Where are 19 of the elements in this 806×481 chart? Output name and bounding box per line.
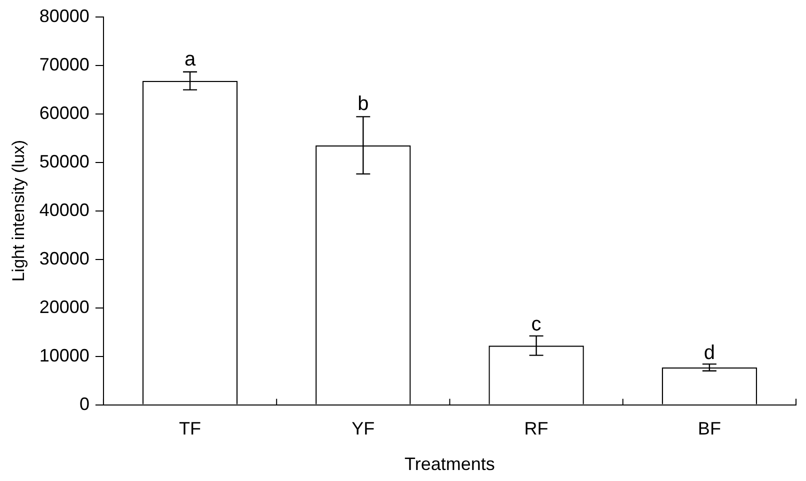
y-tick-label: 60000 <box>39 102 90 123</box>
x-tick-label: RF <box>524 418 548 439</box>
y-tick-label: 70000 <box>39 54 90 74</box>
x-tick-label: YF <box>352 418 375 439</box>
annotation: d <box>704 342 715 364</box>
y-tick-label: 80000 <box>39 6 90 26</box>
y-axis-title: Light intensity (lux) <box>8 140 28 282</box>
x-tick-label: BF <box>698 418 721 439</box>
annotation: c <box>531 313 542 336</box>
y-tick-label: 50000 <box>39 151 90 172</box>
y-tick-label: 40000 <box>39 200 90 220</box>
y-tick-label: 20000 <box>39 296 90 317</box>
annotation: a <box>184 48 196 71</box>
annotation: b <box>358 93 369 116</box>
y-tick-label: 10000 <box>39 345 90 366</box>
y-tick-label: 30000 <box>39 248 90 268</box>
x-tick-label: TF <box>179 418 202 439</box>
x-axis-title: Treatments <box>404 454 495 474</box>
y-tick-label: 0 <box>79 394 90 414</box>
